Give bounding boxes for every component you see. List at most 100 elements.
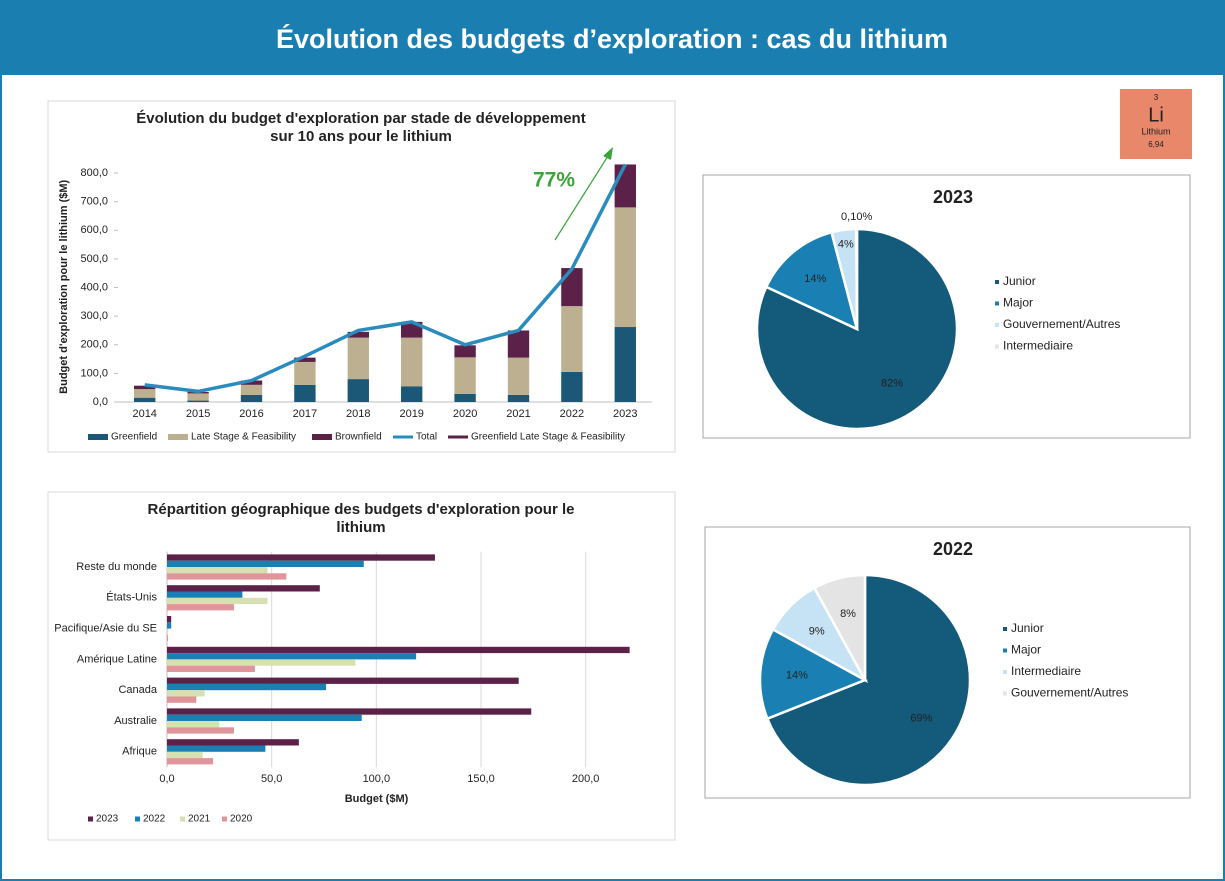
- y-tick-label: 600,0: [80, 224, 108, 236]
- legend-label: Junior: [1003, 274, 1036, 288]
- legend-label: Late Stage & Feasibility: [191, 432, 296, 443]
- legend-marker: [168, 434, 188, 440]
- bar-segment: [454, 357, 476, 394]
- bar-segment: [454, 393, 476, 402]
- legend-label: Major: [1003, 296, 1033, 310]
- bar: [167, 739, 299, 746]
- x-tick-label: 50,0: [261, 773, 282, 785]
- x-tick-label: 100,0: [363, 773, 391, 785]
- bar: [167, 573, 287, 580]
- x-tick-label: 2017: [293, 408, 317, 420]
- header-title: Évolution des budgets d’exploration : ca…: [276, 23, 948, 54]
- legend-label: Greenfield: [111, 432, 157, 443]
- legend-marker: [88, 434, 108, 440]
- y-tick-label: Amérique Latine: [77, 653, 157, 665]
- bar: [167, 634, 169, 642]
- legend-marker: [135, 816, 140, 822]
- pie-slice: [765, 573, 972, 787]
- chart-title: sur 10 ans pour le lithium: [270, 128, 452, 145]
- bar: [167, 659, 356, 666]
- bar: [167, 708, 532, 715]
- pie-slice: [855, 227, 859, 330]
- bar: [167, 628, 169, 635]
- legend-marker: [1003, 670, 1007, 674]
- legend-label: Gouvernement/Autres: [1003, 317, 1120, 331]
- bar-segment: [347, 337, 369, 380]
- data-label: 0,10%: [841, 211, 872, 223]
- legend-label: 2020: [230, 814, 253, 825]
- legend-label: Intermediaire: [1011, 664, 1081, 678]
- bar-segment: [134, 389, 156, 398]
- legend-label: Gouvernement/Autres: [1011, 686, 1128, 700]
- bar: [167, 653, 417, 660]
- legend-marker: [995, 344, 999, 349]
- bar: [167, 591, 243, 598]
- bar-segment: [294, 357, 316, 362]
- bar-segment: [614, 164, 636, 208]
- y-tick-label: 100,0: [80, 367, 108, 379]
- bar: [167, 751, 203, 759]
- pie-slice: [758, 627, 868, 721]
- y-tick-label: Canada: [118, 684, 157, 696]
- legend-label: Greenfield Late Stage & Feasibility: [471, 432, 625, 443]
- bar-segment: [187, 393, 209, 401]
- bar-segment: [187, 400, 209, 402]
- annotation-arrowhead: [603, 147, 613, 160]
- data-label: 69%: [910, 712, 932, 724]
- header-bar: [0, 0, 1225, 75]
- legend-label: 2023: [96, 814, 119, 825]
- legend-marker: [1003, 648, 1007, 653]
- bar-segment: [561, 306, 583, 372]
- bar: [167, 616, 172, 623]
- x-tick-label: 2023: [613, 408, 637, 420]
- element-name: Lithium: [1141, 126, 1170, 136]
- y-tick-label: 400,0: [80, 281, 108, 293]
- bar-segment: [294, 361, 316, 385]
- legend-label: Intermediaire: [1003, 339, 1073, 353]
- element-symbol: Li: [1148, 104, 1164, 126]
- bar-segment: [240, 384, 263, 395]
- data-label: 9%: [809, 626, 825, 638]
- bar: [167, 585, 320, 592]
- bar-segment: [561, 371, 583, 402]
- bar-segment: [134, 385, 156, 390]
- bar: [167, 683, 327, 691]
- bar: [167, 690, 205, 697]
- legend-marker: [222, 816, 227, 822]
- y-tick-label: 300,0: [80, 310, 108, 322]
- legend-label: Brownfield: [335, 432, 382, 443]
- bar-segment: [401, 337, 423, 387]
- bar: [167, 646, 630, 654]
- bar-segment: [561, 268, 583, 307]
- element-box: [1120, 89, 1192, 159]
- x-tick-label: 2019: [399, 408, 423, 420]
- bar-segment: [240, 380, 263, 385]
- bar: [167, 560, 364, 567]
- legend-marker: [1003, 691, 1007, 696]
- data-label: 14%: [804, 273, 826, 285]
- bar: [167, 758, 214, 765]
- legend-marker: [312, 434, 332, 440]
- bar-segment: [294, 384, 316, 402]
- chart-title: 2023: [933, 187, 973, 207]
- x-tick-label: 200,0: [572, 773, 600, 785]
- legend-label: Junior: [1011, 621, 1044, 635]
- y-tick-label: 200,0: [80, 339, 108, 351]
- bar-segment: [347, 379, 369, 402]
- x-tick-label: 2015: [186, 408, 210, 420]
- x-tick-label: 150,0: [467, 773, 495, 785]
- legend-label: 2021: [188, 814, 211, 825]
- bar: [167, 677, 519, 684]
- bar-segment: [507, 357, 530, 395]
- total-line: [144, 163, 627, 394]
- y-tick-label: Reste du monde: [76, 561, 157, 573]
- y-tick-label: Australie: [114, 715, 157, 727]
- legend-label: 2022: [143, 814, 166, 825]
- panel: [47, 491, 676, 841]
- x-tick-label: 2020: [453, 408, 477, 420]
- annotation: 77%: [533, 169, 575, 192]
- x-tick-label: 2018: [346, 408, 370, 420]
- bar-segment: [347, 331, 369, 338]
